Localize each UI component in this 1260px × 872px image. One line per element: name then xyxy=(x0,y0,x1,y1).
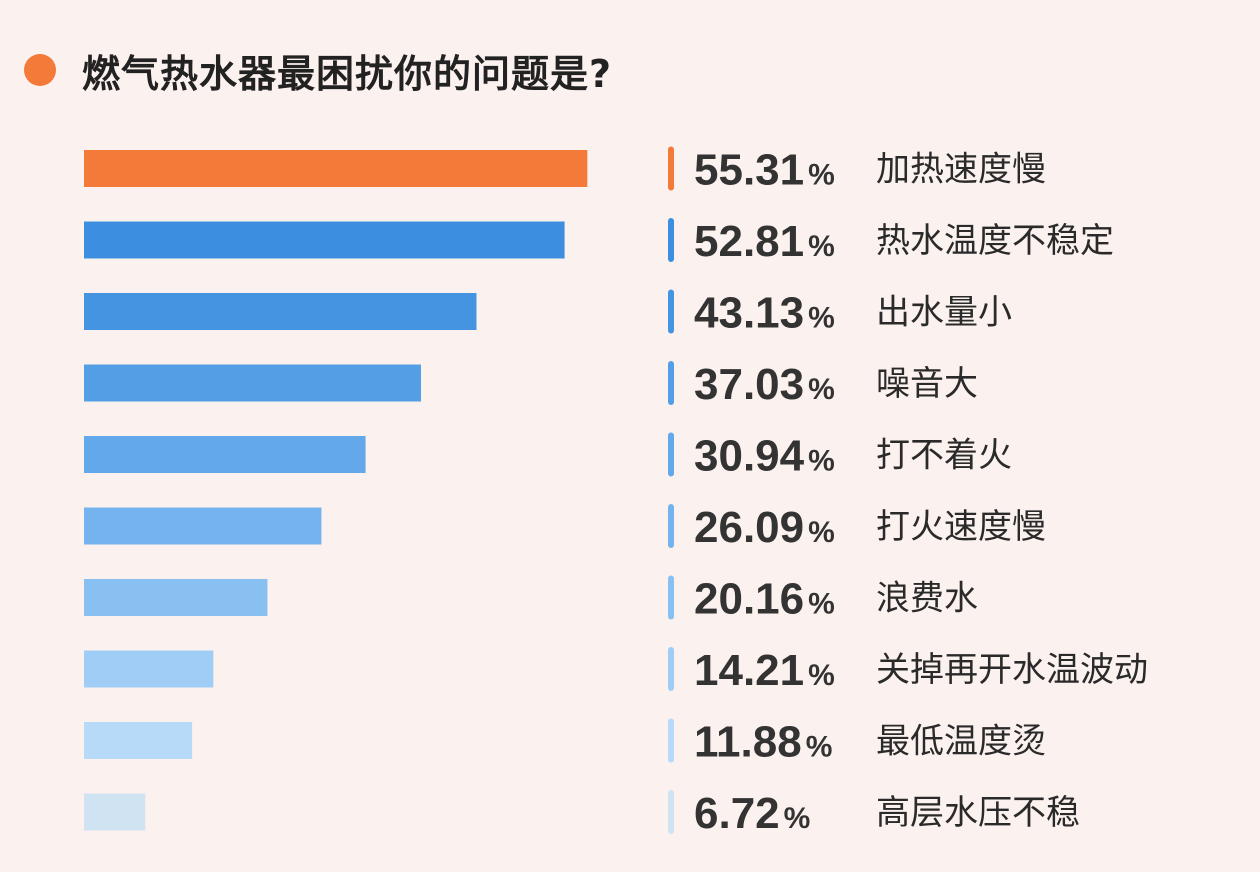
category-label-10: 高层水压不稳 xyxy=(876,793,1080,833)
data-label-value: 20.16 xyxy=(694,575,804,624)
bar-4 xyxy=(84,364,421,402)
bar-8 xyxy=(84,650,214,688)
data-label-10: 6.72% xyxy=(694,789,810,838)
bar-3 xyxy=(84,293,477,330)
data-label-9: 11.88% xyxy=(694,718,832,767)
label-accent-10 xyxy=(668,790,674,834)
data-label-unit: % xyxy=(808,373,835,406)
data-label-value: 6.72 xyxy=(694,789,780,838)
label-accent-6 xyxy=(668,504,674,548)
data-label-value: 26.09 xyxy=(694,503,804,552)
data-label-unit: % xyxy=(808,588,835,621)
bar-7 xyxy=(84,579,268,616)
data-label-value: 37.03 xyxy=(694,360,804,409)
data-label-8: 14.21% xyxy=(694,646,835,695)
data-label-unit: % xyxy=(808,445,835,478)
data-label-unit: % xyxy=(808,302,835,335)
bar-10 xyxy=(84,793,146,831)
data-label-unit: % xyxy=(808,230,835,263)
label-accent-2 xyxy=(668,218,674,262)
category-label-5: 打不着火 xyxy=(876,436,1012,476)
bar-9 xyxy=(84,722,193,759)
label-accent-5 xyxy=(668,432,674,477)
category-label-2: 热水温度不稳定 xyxy=(876,221,1114,261)
bar-5 xyxy=(84,436,366,473)
category-label-8: 关掉再开水温波动 xyxy=(876,650,1148,690)
category-label-6: 打火速度慢 xyxy=(876,507,1046,547)
data-label-2: 52.81% xyxy=(694,217,835,266)
data-label-value: 30.94 xyxy=(694,432,805,481)
data-label-value: 11.88 xyxy=(694,718,802,767)
bar-2 xyxy=(84,221,565,259)
label-accent-9 xyxy=(668,718,674,763)
data-label-unit: % xyxy=(808,516,835,549)
data-label-value: 52.81 xyxy=(694,217,804,266)
label-accent-7 xyxy=(668,575,674,620)
label-accent-8 xyxy=(668,647,674,691)
bar-6 xyxy=(84,507,322,545)
data-label-value: 43.13 xyxy=(694,289,804,338)
label-accent-1 xyxy=(668,146,674,191)
category-label-9: 最低温度烫 xyxy=(876,722,1046,762)
category-label-7: 浪费水 xyxy=(876,579,978,619)
data-label-7: 20.16% xyxy=(694,575,835,624)
data-label-unit: % xyxy=(806,731,833,764)
category-label-1: 加热速度慢 xyxy=(876,150,1046,190)
label-accent-4 xyxy=(668,361,674,405)
orange-dot-icon xyxy=(24,54,56,86)
data-label-unit: % xyxy=(784,802,811,835)
category-label-4: 噪音大 xyxy=(876,364,978,404)
chart-title: 燃气热水器最困扰你的问题是? xyxy=(82,51,613,96)
data-label-4: 37.03% xyxy=(694,360,835,409)
category-label-3: 出水量小 xyxy=(876,293,1012,333)
label-accent-3 xyxy=(668,289,674,334)
data-label-value: 14.21 xyxy=(694,646,804,695)
data-label-5: 30.94% xyxy=(694,432,835,481)
data-label-unit: % xyxy=(808,659,835,692)
title-row: 燃气热水器最困扰你的问题是? xyxy=(24,44,612,96)
data-label-1: 55.31% xyxy=(694,146,835,195)
data-label-3: 43.13% xyxy=(694,289,835,338)
data-label-6: 26.09% xyxy=(694,503,835,552)
data-label-unit: % xyxy=(808,159,835,192)
data-label-value: 55.31 xyxy=(694,146,804,195)
bar-1 xyxy=(84,150,588,187)
